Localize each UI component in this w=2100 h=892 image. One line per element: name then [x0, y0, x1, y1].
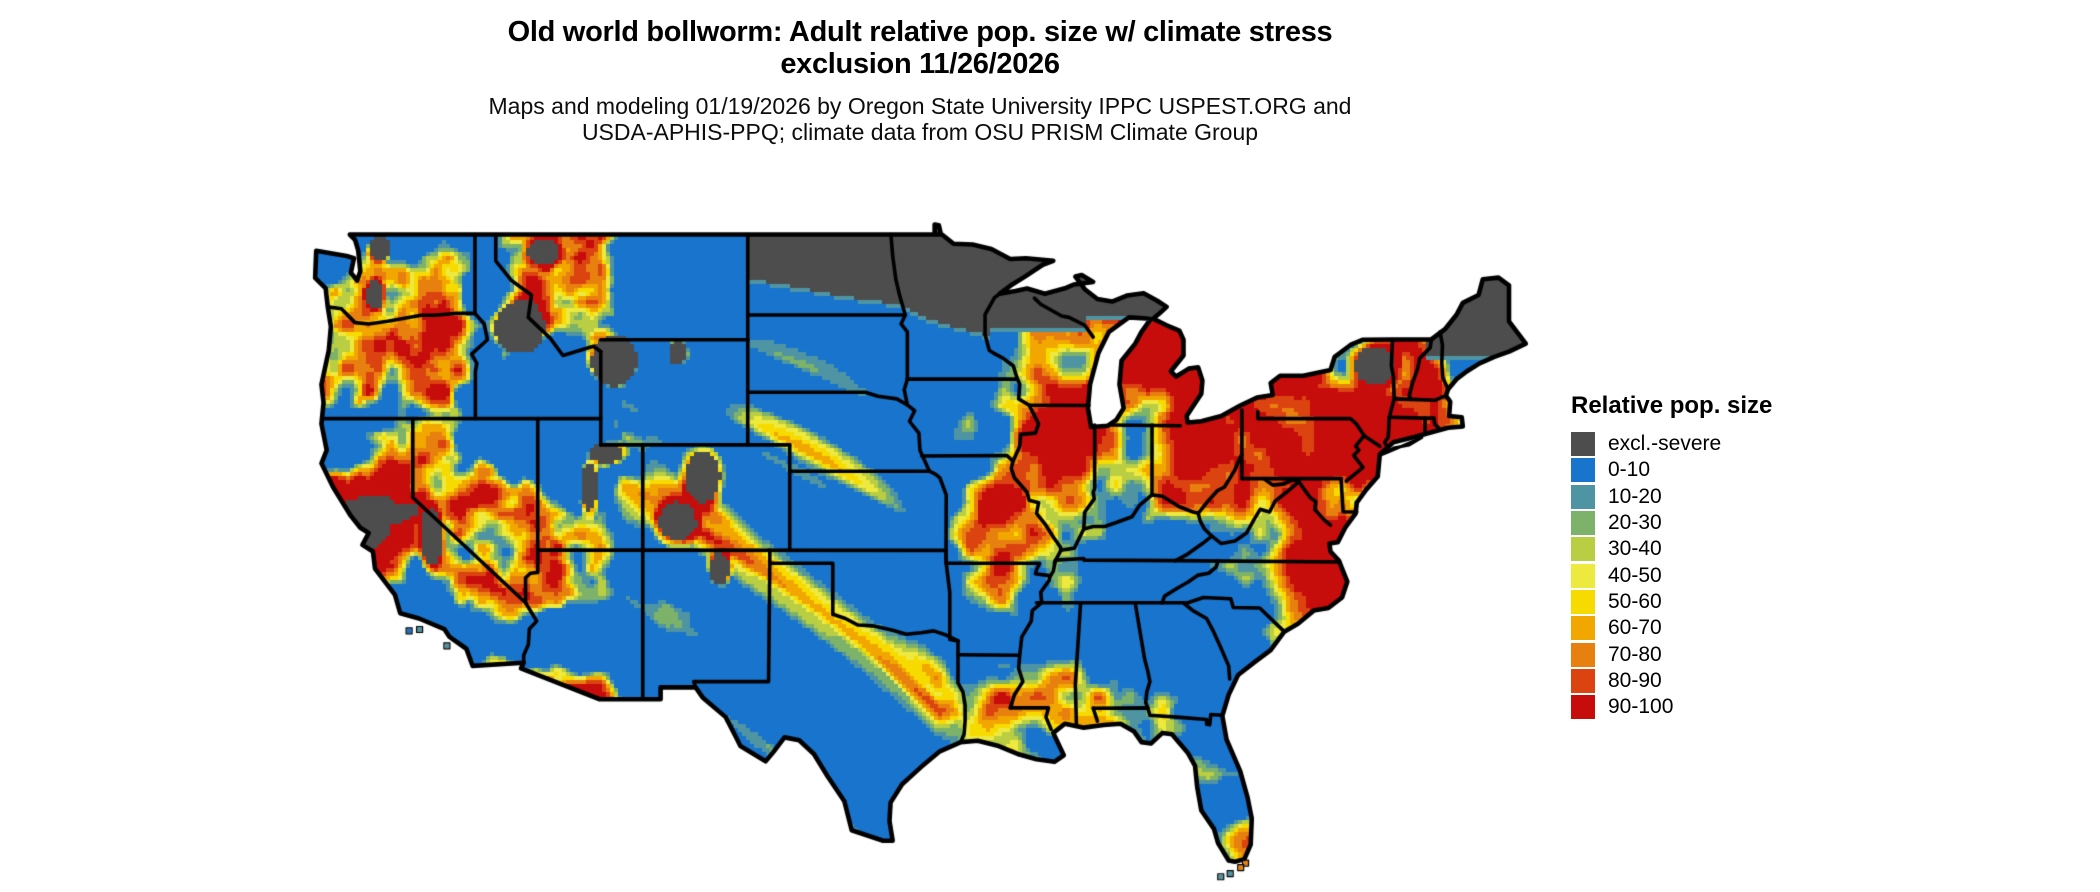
legend: Relative pop. size excl.-severe 0-10 10-20…	[1571, 392, 1772, 720]
legend-entry: 70-80	[1571, 641, 1772, 667]
legend-entry: 10-20	[1571, 484, 1772, 510]
legend-entries: excl.-severe 0-10 10-20 20-30 30-40 40-50 50-6…	[1571, 431, 1772, 720]
legend-entry: 0-10	[1571, 457, 1772, 483]
legend-swatch	[1571, 695, 1595, 720]
legend-entry-label: 70-80	[1608, 642, 1662, 666]
legend-entry: 30-40	[1571, 536, 1772, 562]
map-subtitle-line2: USDA-APHIS-PPQ; climate data from OSU PR…	[581, 119, 1259, 145]
legend-entry-label: excl.-severe	[1608, 432, 1722, 456]
legend-swatch	[1571, 432, 1595, 457]
legend-swatch	[1571, 589, 1595, 614]
legend-swatch	[1571, 642, 1595, 667]
legend-entry: excl.-severe	[1571, 431, 1772, 457]
legend-swatch	[1571, 484, 1595, 509]
legend-entry-label: 90-100	[1608, 695, 1674, 719]
map-header: Old world bollworm: Adult relative pop. …	[120, 16, 1720, 145]
legend-entry-label: 50-60	[1608, 589, 1662, 613]
legend-entry: 80-90	[1571, 668, 1772, 694]
map-subtitle: Maps and modeling 01/19/2026 by Oregon S…	[120, 93, 1720, 145]
legend-entry: 20-30	[1571, 510, 1772, 536]
legend-entry: 50-60	[1571, 589, 1772, 615]
legend-swatch	[1571, 668, 1595, 693]
legend-swatch	[1571, 458, 1595, 483]
legend-swatch	[1571, 616, 1595, 641]
legend-entry-label: 40-50	[1608, 563, 1662, 587]
legend-title: Relative pop. size	[1571, 392, 1773, 419]
legend-swatch	[1571, 537, 1595, 562]
legend-entry-label: 10-20	[1608, 484, 1662, 508]
map-title-line2: exclusion 11/26/2026	[780, 48, 1060, 80]
legend-entry: 60-70	[1571, 615, 1772, 641]
legend-entry-label: 60-70	[1608, 616, 1662, 640]
map-subtitle-line1: Maps and modeling 01/19/2026 by Oregon S…	[488, 93, 1352, 119]
legend-entry-label: 30-40	[1608, 537, 1662, 561]
legend-entry-label: 80-90	[1608, 668, 1662, 692]
legend-entry: 90-100	[1571, 694, 1772, 720]
legend-swatch	[1571, 511, 1595, 536]
legend-entry-label: 0-10	[1608, 458, 1651, 482]
map-title-line1: Old world bollworm: Adult relative pop. …	[507, 16, 1333, 48]
legend-entry: 40-50	[1571, 562, 1772, 588]
legend-entry-label: 20-30	[1608, 511, 1662, 535]
legend-swatch	[1571, 563, 1595, 588]
